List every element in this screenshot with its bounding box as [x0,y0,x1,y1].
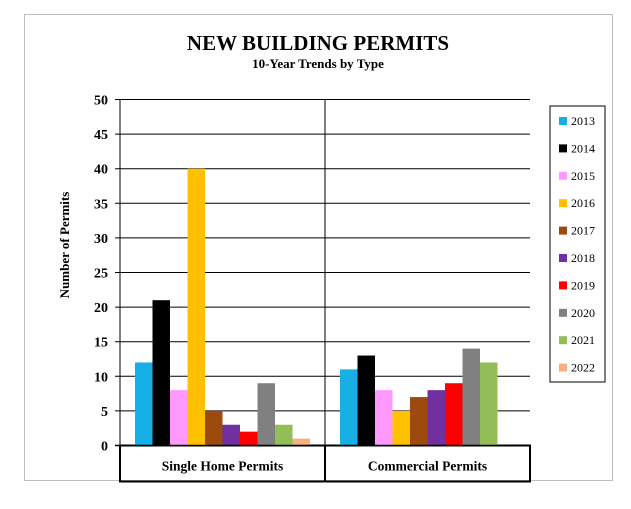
bar-2018-single-home [222,424,240,446]
legend-label-2013: 2013 [571,114,595,128]
y-tick-label: 20 [94,301,108,316]
legend-label-2018: 2018 [571,251,595,265]
bar-2013-single-home [135,362,153,446]
bar-2016-commercial [392,410,410,446]
legend-swatch-2013 [559,117,567,125]
bar-2022-single-home [292,438,310,446]
bar-2021-commercial [480,362,498,446]
legend-swatch-2014 [559,144,567,153]
legend-label-2017: 2017 [571,224,595,238]
bar-2015-commercial [375,390,393,446]
bar-2018-commercial [427,390,445,446]
bar-2014-single-home [152,300,170,446]
y-tick-label: 25 [94,267,108,282]
y-axis-label: Number of Permits [57,192,72,299]
legend-swatch-2016 [559,199,567,208]
legend-label-2022: 2022 [571,361,595,375]
bar-2016-single-home [187,168,205,446]
legend-label-2020: 2020 [571,306,595,320]
y-tick-label: 50 [94,94,108,109]
y-tick-label: 35 [94,197,108,212]
legend-label-2015: 2015 [571,169,595,183]
category-label: Single Home Permits [162,459,283,474]
bar-2021-single-home [275,424,293,446]
chart-subtitle: 10-Year Trends by Type [252,56,384,71]
y-tick-label: 10 [94,370,108,385]
bar-2017-single-home [205,410,223,446]
legend-swatch-2020 [559,308,567,317]
chart-title: NEW BUILDING PERMITS [187,31,449,55]
y-tick-label: 40 [94,163,108,178]
legend-swatch-2018 [559,254,567,262]
legend-swatch-2022 [559,363,567,372]
y-tick-label: 5 [101,405,108,420]
legend-label-2014: 2014 [571,141,595,155]
y-tick-label: 30 [94,232,108,247]
legend-swatch-2015 [559,171,567,180]
bar-2013-commercial [340,369,358,446]
legend: 2013 2014 2015 2016 2017 2018 2019 2020 2021 2022 [549,105,606,383]
bar-2015-single-home [170,390,188,446]
bar-2017-commercial [410,397,428,446]
bar-2014-commercial [357,355,375,446]
y-tick-label: 0 [101,440,108,455]
legend-label-2019: 2019 [571,278,595,292]
legend-swatch-2019 [559,281,567,290]
bar-2020-single-home [257,383,275,446]
bar-2019-single-home [240,431,258,446]
legend-swatch-2021 [559,336,567,345]
y-tick-label: 15 [94,336,108,351]
legend-label-2016: 2016 [571,196,595,210]
y-tick-label: 45 [94,128,108,143]
plot-area: 0 5 10 15 20 25 30 35 40 45 50 Single Home Permits C… [94,94,531,483]
legend-swatch-2017 [559,226,567,235]
bar-2019-commercial [445,383,463,446]
bar-2020-commercial [462,348,480,446]
legend-label-2021: 2021 [571,333,595,347]
category-label: Commercial Permits [368,459,487,474]
